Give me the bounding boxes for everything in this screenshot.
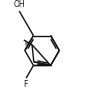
Text: F: F [23, 80, 27, 89]
Text: H: H [25, 41, 30, 47]
Text: OH: OH [13, 0, 25, 9]
